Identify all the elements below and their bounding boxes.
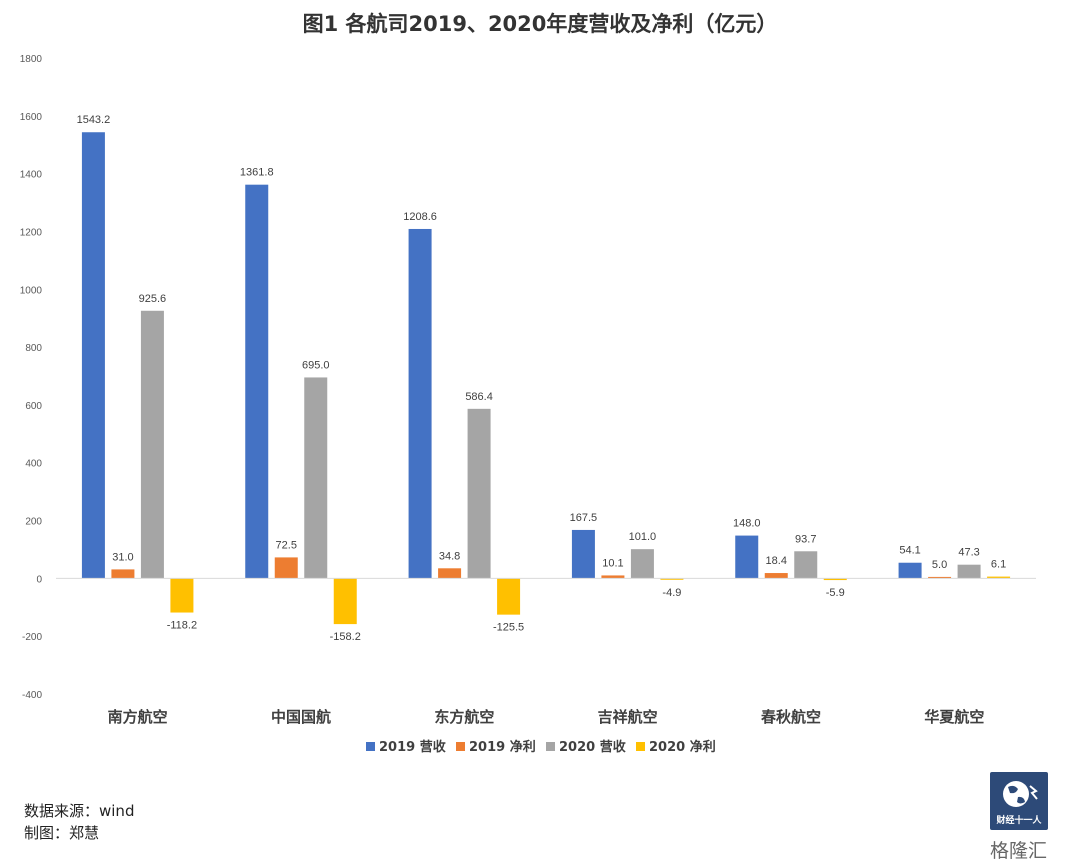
x-axis: 南方航空 中国国航 东方航空 吉祥航空 春秋航空 华夏航空 bbox=[56, 577, 1036, 726]
data-label: 167.5 bbox=[570, 512, 598, 524]
data-label: -5.9 bbox=[826, 587, 845, 599]
legend-label: 2020 营收 bbox=[559, 739, 627, 755]
x-tick-label: 春秋航空 bbox=[761, 708, 821, 726]
bar bbox=[408, 228, 432, 579]
data-label: 586.4 bbox=[465, 391, 493, 403]
data-label: 1543.2 bbox=[77, 114, 111, 126]
bar bbox=[140, 310, 164, 579]
y-tick-label: -400 bbox=[22, 690, 42, 701]
data-label: 34.8 bbox=[439, 550, 460, 562]
x-tick-label: 华夏航空 bbox=[924, 708, 984, 726]
data-label: 101.0 bbox=[629, 531, 657, 543]
x-tick-label: 中国国航 bbox=[271, 708, 331, 726]
bar bbox=[794, 551, 818, 579]
globe-icon bbox=[1003, 781, 1038, 807]
bar bbox=[823, 578, 847, 581]
data-label: 47.3 bbox=[958, 547, 979, 559]
bar bbox=[111, 569, 135, 579]
legend-swatch bbox=[456, 742, 465, 751]
y-tick-label: 1400 bbox=[20, 170, 43, 181]
y-tick-label: 1000 bbox=[20, 285, 43, 296]
bar bbox=[898, 562, 922, 579]
bar bbox=[630, 549, 654, 579]
data-label: -158.2 bbox=[330, 631, 361, 643]
watermark-text: 格隆汇 bbox=[990, 840, 1048, 862]
bar bbox=[81, 132, 105, 579]
x-tick-label: 东方航空 bbox=[434, 708, 494, 726]
data-label: 72.5 bbox=[276, 539, 297, 551]
bar bbox=[170, 578, 194, 613]
bar bbox=[571, 529, 595, 579]
brand-badge: 财经十一人 bbox=[990, 772, 1048, 830]
data-label: 18.4 bbox=[766, 555, 787, 567]
chart-title: 图1 各航司2019、2020年度营收及净利（亿元） bbox=[302, 12, 778, 36]
data-label: 1361.8 bbox=[240, 167, 274, 179]
legend-label: 2020 净利 bbox=[649, 739, 716, 755]
data-label: -118.2 bbox=[167, 620, 197, 632]
bars: 1543.2 31.0 925.6 -118.2 1361.8 72.5 695.0 -158… bbox=[77, 114, 1011, 643]
data-label: 148.0 bbox=[733, 518, 761, 530]
data-label: -4.9 bbox=[662, 587, 681, 599]
legend-label: 2019 营收 bbox=[379, 739, 447, 755]
data-label: 1208.6 bbox=[403, 211, 437, 223]
y-tick-label: 600 bbox=[25, 401, 42, 412]
data-label: 31.0 bbox=[112, 551, 133, 563]
data-label: 6.1 bbox=[991, 559, 1006, 571]
legend-swatch bbox=[636, 742, 645, 751]
y-tick-label: 800 bbox=[25, 343, 42, 354]
x-tick-label: 南方航空 bbox=[108, 708, 168, 726]
bar bbox=[438, 568, 462, 579]
bar bbox=[497, 578, 521, 615]
y-tick-label: 1800 bbox=[20, 54, 43, 65]
bar bbox=[601, 575, 625, 579]
bar bbox=[764, 573, 788, 579]
data-label: 695.0 bbox=[302, 359, 330, 371]
data-label: 93.7 bbox=[795, 533, 816, 545]
badge-label: 财经十一人 bbox=[996, 816, 1042, 826]
y-tick-label: 1200 bbox=[20, 227, 43, 238]
bar bbox=[245, 184, 269, 579]
x-tick-label: 吉祥航空 bbox=[598, 708, 658, 726]
bar bbox=[304, 377, 328, 579]
legend: 2019 营收 2019 净利 2020 营收 2020 净利 bbox=[366, 739, 716, 755]
bar bbox=[333, 578, 357, 625]
bar bbox=[735, 535, 759, 579]
data-label: 54.1 bbox=[899, 545, 920, 557]
legend-label: 2019 净利 bbox=[469, 739, 536, 755]
data-label: 925.6 bbox=[139, 293, 167, 305]
y-tick-label: 200 bbox=[25, 517, 42, 528]
y-tick-label: 1600 bbox=[20, 112, 43, 123]
data-label: 10.1 bbox=[602, 557, 623, 569]
data-source: 数据来源：wind bbox=[24, 802, 135, 820]
legend-swatch bbox=[366, 742, 375, 751]
data-label: -125.5 bbox=[493, 622, 524, 634]
bar bbox=[957, 564, 981, 579]
y-tick-label: 0 bbox=[36, 574, 42, 585]
bar bbox=[987, 576, 1011, 579]
bar bbox=[467, 408, 491, 579]
bar bbox=[274, 557, 298, 579]
legend-swatch bbox=[546, 742, 555, 751]
y-tick-label: -200 bbox=[22, 632, 42, 643]
bar bbox=[928, 576, 952, 579]
bar bbox=[660, 578, 684, 580]
y-axis: 1800 1600 1400 1200 1000 800 600 400 200 0 -200 -40… bbox=[20, 54, 43, 701]
chart-author: 制图：郑慧 bbox=[24, 824, 100, 842]
data-label: 5.0 bbox=[932, 559, 947, 571]
y-tick-label: 400 bbox=[25, 459, 42, 470]
